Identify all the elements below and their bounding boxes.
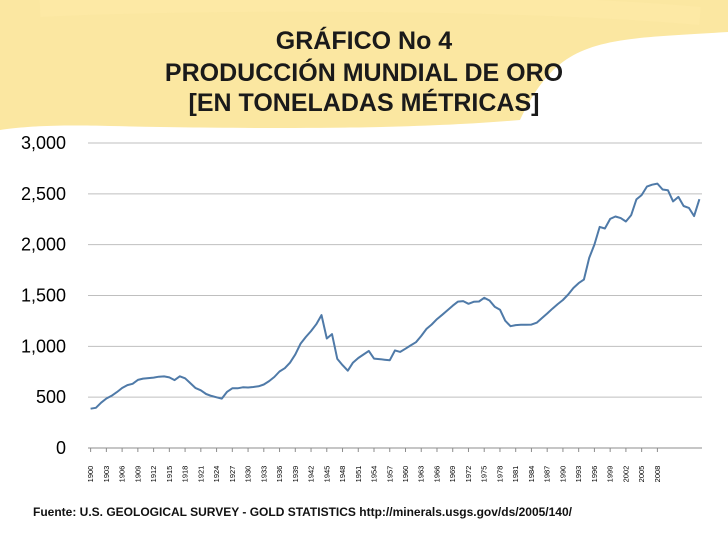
x-tick-label: 1957 (385, 466, 394, 483)
x-tick-label: 1975 (480, 466, 489, 483)
x-tick-label: 1960 (401, 466, 410, 483)
x-tick-label: 2005 (637, 466, 646, 483)
x-tick-label: 1900 (86, 466, 95, 483)
x-tick-label: 1993 (574, 466, 583, 483)
x-tick-label: 1945 (322, 466, 331, 483)
x-tick-label: 2008 (653, 466, 662, 483)
x-tick-label: 1912 (149, 466, 158, 483)
x-tick-label: 1954 (370, 466, 379, 483)
x-tick-label: 1915 (165, 466, 174, 483)
source-note: Fuente: U.S. GEOLOGICAL SURVEY - GOLD ST… (33, 505, 572, 519)
y-tick-label: 3,000 (21, 133, 66, 153)
gold-production-series-line (90, 182, 701, 410)
x-tick-label: 1933 (259, 466, 268, 483)
chart-title-line-2: PRODUCCIÓN MUNDIAL DE ORO (164, 59, 564, 87)
x-tick-label: 1936 (275, 466, 284, 483)
x-tick-label: 1948 (338, 466, 347, 483)
x-tick-label: 1924 (212, 466, 221, 483)
x-tick-label: 1918 (181, 466, 190, 483)
chart-title-line-1: GRÁFICO No 4 (275, 27, 453, 55)
x-tick-label: 1906 (118, 466, 127, 483)
chart-title-line-3: [EN TONELADAS MÉTRICAS] (188, 89, 540, 117)
y-tick-label: 1,000 (21, 336, 66, 356)
x-tick-label: 1927 (228, 466, 237, 483)
x-tick-label: 1966 (432, 466, 441, 483)
x-tick-label: 1903 (102, 466, 111, 483)
x-tick-label: 1930 (244, 466, 253, 483)
banner-shape (0, 0, 728, 130)
banner-stroke (39, 0, 701, 25)
x-tick-label: 1987 (543, 466, 552, 483)
x-tick-label: 1996 (590, 466, 599, 483)
x-tick-label: 1921 (196, 466, 205, 483)
x-tick-label: 1972 (464, 466, 473, 483)
y-tick-label: 2,000 (21, 235, 66, 255)
x-tick-label: 1984 (527, 466, 536, 483)
x-tick-label: 1951 (354, 466, 363, 483)
x-tick-label: 1990 (558, 466, 567, 483)
x-tick-label: 1909 (133, 466, 142, 483)
y-tick-label: 2,500 (21, 184, 66, 204)
x-tick-label: 2002 (621, 466, 630, 483)
x-tick-label: 1963 (417, 466, 426, 483)
x-tick-label: 1969 (448, 466, 457, 483)
x-tick-label: 1978 (495, 466, 504, 483)
x-tick-label: 1981 (511, 466, 520, 483)
x-tick-label: 1939 (291, 466, 300, 483)
x-tick-label: 1999 (606, 466, 615, 483)
y-tick-label: 1,500 (21, 286, 66, 306)
y-tick-label: 500 (36, 387, 66, 407)
y-tick-label: 0 (56, 438, 66, 458)
x-tick-label: 1942 (307, 466, 316, 483)
